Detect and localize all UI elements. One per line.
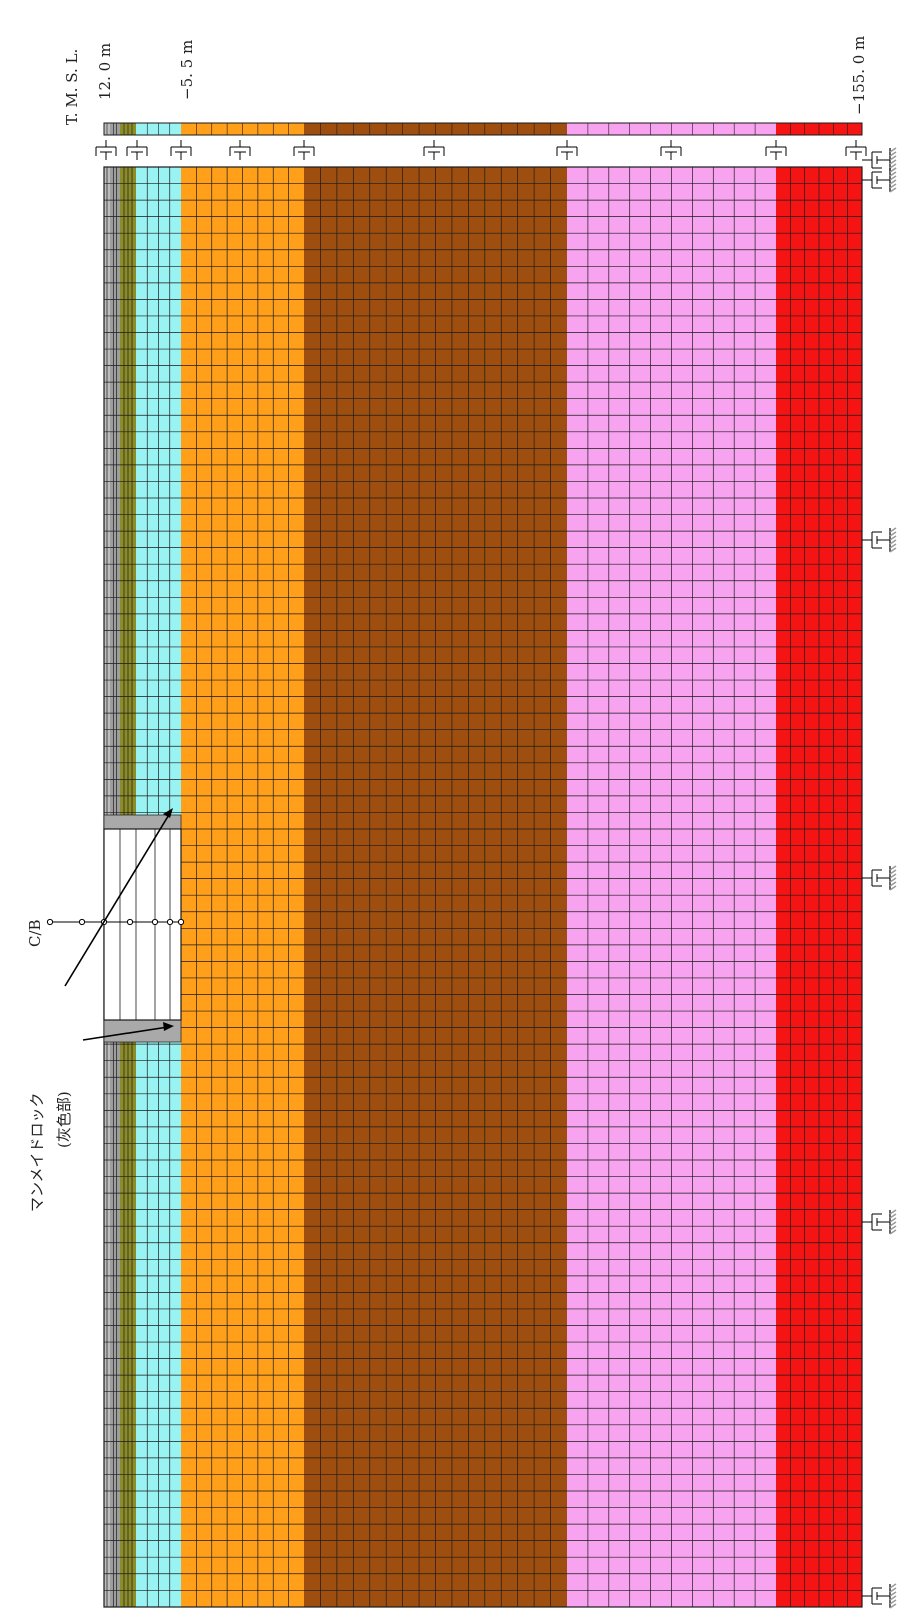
- boundary-damper-icon: [862, 865, 897, 891]
- stick-model-node: [46, 918, 54, 926]
- elevation-top-label: 12. 0 m: [96, 43, 114, 100]
- building-label: C/B: [26, 919, 44, 947]
- soil-mesh: [103, 166, 863, 1608]
- stick-model-node: [177, 918, 185, 926]
- annotation-arrowhead-lower: [163, 1022, 174, 1031]
- dashpot-icon: [95, 140, 117, 160]
- elevation-title: T. M. S. L.: [63, 49, 81, 125]
- control-building: [46, 814, 185, 1043]
- stick-model-node: [78, 918, 86, 926]
- elevation-labels: T. M. S. L. 12. 0 m −5. 5 m −155. 0 m: [63, 36, 868, 125]
- man-made-rock-annotation: マンメイドロック (灰色部): [28, 808, 174, 1212]
- annotation-arrow-lower: [82, 1026, 169, 1041]
- dashpot-icon: [170, 140, 192, 160]
- dashpot-icon: [126, 140, 148, 160]
- stick-model-node: [126, 918, 134, 926]
- annotation-arrowhead-upper: [163, 808, 173, 818]
- dashpot-row: [95, 140, 867, 160]
- strip-layer-surface-2: [110, 123, 120, 135]
- dashpot-icon: [556, 140, 578, 160]
- dashpot-icon: [423, 140, 445, 160]
- strip-border: [103, 122, 863, 136]
- boundary-damper-icon: [862, 167, 897, 193]
- elevation-mid-label: −5. 5 m: [178, 40, 196, 100]
- boundary-damper-icon: [862, 527, 897, 553]
- elevation-bottom-label: −155. 0 m: [850, 36, 868, 115]
- boundary-damper-icon: [862, 1209, 897, 1235]
- boundary-damper-icon: [862, 1583, 897, 1609]
- dashpot-icon: [229, 140, 251, 160]
- annotation-line2: (灰色部): [55, 1091, 73, 1148]
- layer-color-strip: [103, 122, 863, 136]
- annotation-line1: マンメイドロック: [28, 1092, 46, 1212]
- boundary-damper-icon: [862, 147, 897, 173]
- dashpot-icon: [845, 140, 867, 160]
- dashpot-icon: [293, 140, 315, 160]
- annotation-arrow-upper: [64, 812, 171, 987]
- stick-model-node: [151, 918, 159, 926]
- dashpot-icon: [660, 140, 682, 160]
- stick-model-node: [166, 918, 174, 926]
- dashpot-icon: [765, 140, 787, 160]
- bottom-boundary-dampers: [862, 147, 897, 1609]
